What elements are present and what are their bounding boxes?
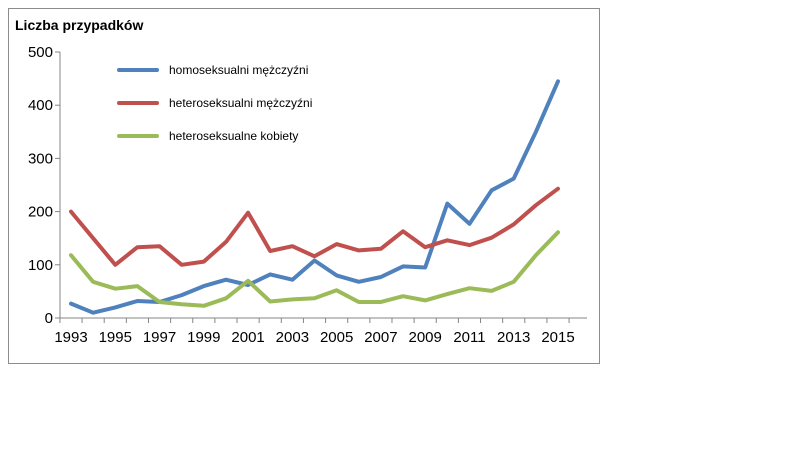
- y-tick-label: 200: [28, 204, 53, 221]
- x-tick-label: 2009: [408, 329, 441, 346]
- x-tick-label: 2007: [364, 329, 397, 346]
- legend-label-3: heteroseksualne kobiety: [169, 129, 298, 143]
- chart-frame: Liczba przypadków 0 100 200 300 400 500 1993 1…: [8, 8, 600, 364]
- x-tick-label: 2011: [453, 329, 485, 346]
- series-lines: [69, 79, 560, 315]
- x-tick-label: 2005: [320, 329, 353, 346]
- x-tick-label: 1995: [99, 329, 132, 346]
- x-tick-label: 2015: [541, 329, 574, 346]
- y-tick-label: 300: [28, 150, 53, 167]
- y-axis: 0 100 200 300 400 500: [28, 44, 60, 327]
- legend-label-1: homoseksualni mężczyźni: [169, 63, 308, 77]
- legend-label-2: heteroseksualni mężczyźni: [169, 96, 312, 110]
- y-axis-title-group: Liczba przypadków: [15, 17, 143, 33]
- x-tick-label: 1997: [143, 329, 176, 346]
- y-tick-label: 100: [28, 257, 53, 274]
- x-tick-label: 2001: [231, 329, 264, 346]
- x-tick-label: 2003: [276, 329, 309, 346]
- x-tick-label: 1993: [54, 329, 87, 346]
- legend: homoseksualni mężczyźni heteroseksualni m…: [117, 63, 312, 143]
- series-line-3: [69, 230, 560, 308]
- series-line-2: [69, 186, 560, 267]
- y-tick-label: 500: [28, 44, 53, 61]
- y-tick-label: 400: [28, 97, 53, 114]
- x-tick-label: 2013: [497, 329, 530, 346]
- x-tick-label: 1999: [187, 329, 220, 346]
- series-line-1: [69, 79, 560, 315]
- y-tick-label: 0: [45, 310, 53, 327]
- y-axis-title: Liczba przypadków: [15, 17, 143, 33]
- axes: [59, 52, 587, 319]
- x-axis: 1993 1995 1997 1999 2001 2003 2005 2007 2009 2011…: [54, 318, 575, 346]
